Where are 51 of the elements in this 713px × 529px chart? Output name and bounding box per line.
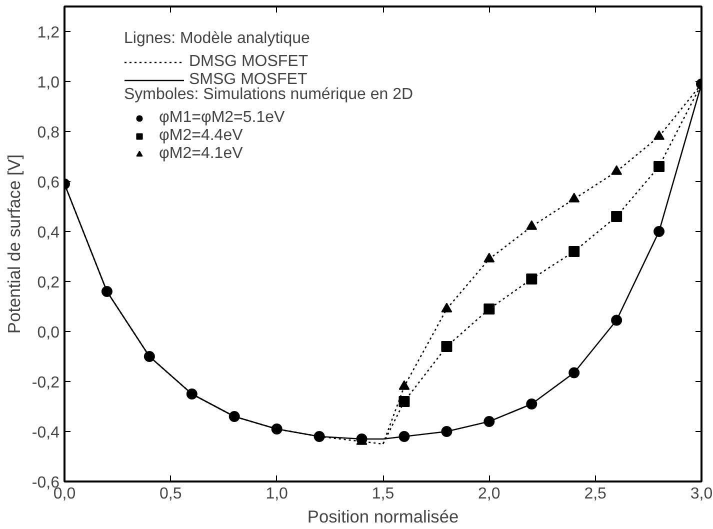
y-tick-label: -0,4 bbox=[32, 424, 60, 442]
point bbox=[568, 246, 580, 257]
x-tick-label: 1,0 bbox=[266, 486, 288, 502]
point bbox=[654, 226, 665, 237]
legend-label: DMSG MOSFET bbox=[189, 53, 308, 71]
y-tick-label: -0,2 bbox=[32, 374, 60, 392]
point bbox=[484, 252, 495, 262]
point bbox=[568, 367, 580, 378]
point bbox=[398, 431, 410, 442]
annotation: Lignes: Modèle analytique bbox=[124, 30, 310, 48]
point bbox=[271, 424, 282, 434]
x-axis-title: Position normalisée bbox=[307, 506, 459, 526]
point bbox=[398, 380, 410, 390]
point bbox=[526, 398, 538, 410]
legend-label: φM2=4.1eV bbox=[159, 145, 243, 163]
y-tick-label: 1,0 bbox=[37, 74, 60, 92]
point bbox=[484, 416, 495, 427]
annotation: Symboles: Simulations numérique en 2D bbox=[124, 86, 414, 104]
x-tick-label: 0,5 bbox=[160, 486, 182, 502]
point bbox=[228, 411, 240, 422]
x-tick-label: 1,5 bbox=[372, 486, 394, 502]
point bbox=[144, 351, 155, 362]
point bbox=[526, 274, 538, 284]
y-axis-title: Potential de surface [V] bbox=[4, 154, 24, 334]
legend-label: φM2=4.4eV bbox=[159, 127, 243, 145]
point bbox=[314, 431, 325, 442]
point bbox=[441, 302, 452, 312]
y-tick-label: 0,6 bbox=[37, 174, 60, 192]
point bbox=[654, 161, 665, 172]
y-tick-label: 0,8 bbox=[37, 124, 60, 142]
point bbox=[186, 388, 198, 400]
x-tick-label: 2,0 bbox=[478, 486, 500, 502]
point bbox=[526, 220, 538, 230]
point bbox=[611, 314, 622, 326]
point bbox=[441, 341, 452, 352]
point bbox=[441, 426, 452, 437]
point bbox=[484, 304, 495, 314]
y-tick-label: 0,2 bbox=[37, 274, 60, 292]
legend-label: φM1=φM2=5.1eV bbox=[159, 109, 285, 127]
point bbox=[398, 396, 410, 407]
point bbox=[611, 165, 622, 175]
y-tick-label: 0,0 bbox=[37, 324, 60, 342]
x-tick-label: 2,5 bbox=[584, 486, 607, 502]
legend-label: SMSG MOSFET bbox=[189, 71, 308, 88]
point bbox=[101, 286, 112, 297]
y-tick-label: 1,2 bbox=[37, 24, 60, 42]
point bbox=[568, 192, 580, 202]
y-tick-label: 0,4 bbox=[37, 224, 60, 242]
x-tick-label: 3,0 bbox=[690, 486, 713, 502]
point bbox=[654, 130, 665, 140]
point bbox=[611, 211, 622, 222]
